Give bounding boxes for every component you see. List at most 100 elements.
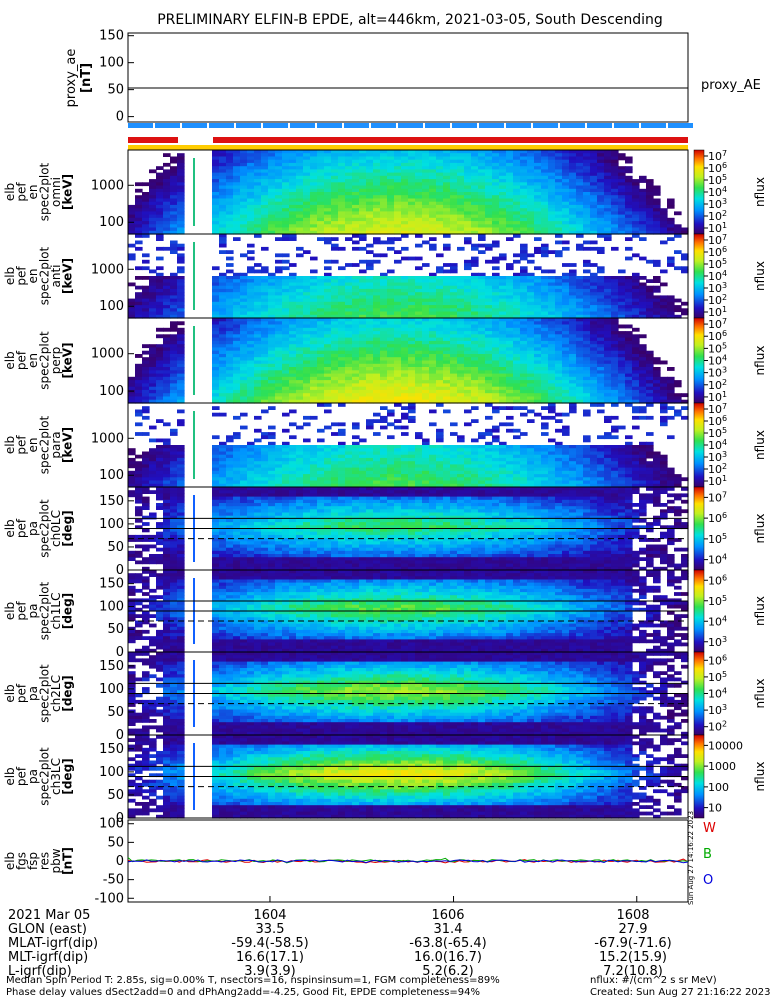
spectrogram-cell <box>625 246 633 251</box>
spectrogram-cell <box>373 370 381 375</box>
spectrogram-cell <box>590 292 598 296</box>
spectrogram-cell <box>632 208 640 212</box>
spectrogram-cell <box>576 292 584 296</box>
spectrogram-cell <box>170 217 178 222</box>
spectrogram-cell <box>604 373 612 378</box>
spectrogram-cell <box>541 354 549 358</box>
spectrogram-cell <box>387 347 395 352</box>
spectrogram-cell <box>394 227 402 232</box>
spectrogram-cell <box>583 389 591 394</box>
spectrogram-cell <box>177 360 185 365</box>
spectrogram-cell <box>408 311 416 316</box>
spectrogram-cell <box>457 201 465 206</box>
spectrogram-cell <box>128 483 136 488</box>
spectrogram-cell <box>394 172 402 177</box>
spectrogram-cell <box>352 399 360 404</box>
spectrogram-cell <box>261 393 269 398</box>
spectrogram-cell <box>457 195 465 199</box>
spectrogram-cell <box>338 192 346 196</box>
spectrogram-cell <box>639 179 647 183</box>
spectrogram-cell <box>422 182 430 187</box>
spectrogram-cell <box>471 376 479 381</box>
spectrogram-cell <box>254 166 262 170</box>
spectrogram-cell <box>219 314 227 319</box>
spectrogram-cell <box>555 386 563 391</box>
spectrogram-cell <box>415 211 423 216</box>
spectrogram-cell <box>450 376 458 381</box>
spectrogram-cell <box>408 337 416 342</box>
spectrogram-cell <box>534 383 542 388</box>
spectrogram-cell <box>170 276 178 280</box>
spectrogram-cell <box>583 246 591 251</box>
spectrogram-cell <box>436 344 444 349</box>
spectrogram-cell <box>436 318 444 322</box>
spectrogram-cell <box>163 422 171 427</box>
spectrogram-cell <box>485 169 493 174</box>
spectrogram-cell <box>268 227 276 232</box>
spectrogram-cell <box>233 224 241 229</box>
spectrogram-cell <box>506 324 514 329</box>
spectrogram-cell <box>506 383 514 388</box>
spectrogram-cell <box>373 383 381 388</box>
spectrogram-cell <box>611 279 619 283</box>
spectrogram-cell <box>338 185 346 190</box>
spectrogram-cell <box>149 227 157 232</box>
spectrogram-cell <box>576 376 584 381</box>
status-bar-blue <box>398 123 423 128</box>
spectrogram-cell <box>289 367 297 371</box>
spectrogram-cell <box>387 156 395 161</box>
spectrogram-cell <box>170 314 178 319</box>
spectrogram-cell <box>163 445 171 449</box>
spectrogram-cell <box>485 373 493 378</box>
spectrogram-cell <box>282 159 290 164</box>
spectrogram-cell <box>408 201 416 206</box>
spectrogram-cell <box>492 383 500 388</box>
spectrogram-cell <box>156 311 164 316</box>
spectrogram-cell <box>324 386 332 391</box>
spectrogram-cell <box>212 337 220 342</box>
spectrogram-cell <box>275 321 283 326</box>
spectrogram-cell <box>527 367 535 371</box>
spectrogram-cell <box>331 308 339 313</box>
spectrogram-cell <box>338 308 346 313</box>
spectrogram-cell <box>604 324 612 329</box>
spectrogram-cell <box>163 185 171 190</box>
spectrogram-cell <box>576 327 584 332</box>
spectrogram-cell <box>345 301 353 306</box>
spectrogram-cell <box>373 237 381 241</box>
spectrogram-cell <box>212 370 220 375</box>
spectrogram-cell <box>289 311 297 316</box>
spectrogram-cell <box>499 357 507 362</box>
spectrogram-cell <box>310 169 318 174</box>
spectrogram-cell <box>275 380 283 384</box>
spectrogram-cell <box>289 172 297 177</box>
spectrogram-cell <box>443 324 451 329</box>
spectrogram-cell <box>520 321 528 326</box>
spectrogram-cell <box>562 298 570 303</box>
spectrogram-cell <box>548 172 556 177</box>
spectrogram-cell <box>562 214 570 219</box>
spectrogram-cell <box>268 208 276 212</box>
spectrogram-cell <box>499 389 507 394</box>
spectrogram-cell <box>422 347 430 352</box>
spectrogram-cell <box>359 211 367 216</box>
spectrogram-cell <box>352 318 360 322</box>
spectrogram-cell <box>233 211 241 216</box>
spectrogram-cell <box>443 305 451 309</box>
spectrogram-cell <box>485 393 493 398</box>
spectrogram-cell <box>240 324 248 329</box>
spectrogram-cell <box>247 298 255 303</box>
spectrogram-cell <box>394 393 402 398</box>
spectrogram-cell <box>450 399 458 404</box>
spectrogram-cell <box>471 276 479 280</box>
spectrogram-cell <box>219 376 227 381</box>
spectrogram-cell <box>457 311 465 316</box>
spectrogram-cell <box>135 285 143 290</box>
spectrogram-cell <box>471 321 479 326</box>
spectrogram-cell <box>590 224 598 229</box>
spectrogram-cell <box>310 204 318 209</box>
spectrogram-cell <box>555 276 563 280</box>
spectrogram-cell <box>149 214 157 219</box>
spectrogram-cell <box>471 185 479 190</box>
spectrogram-cell <box>632 350 640 355</box>
